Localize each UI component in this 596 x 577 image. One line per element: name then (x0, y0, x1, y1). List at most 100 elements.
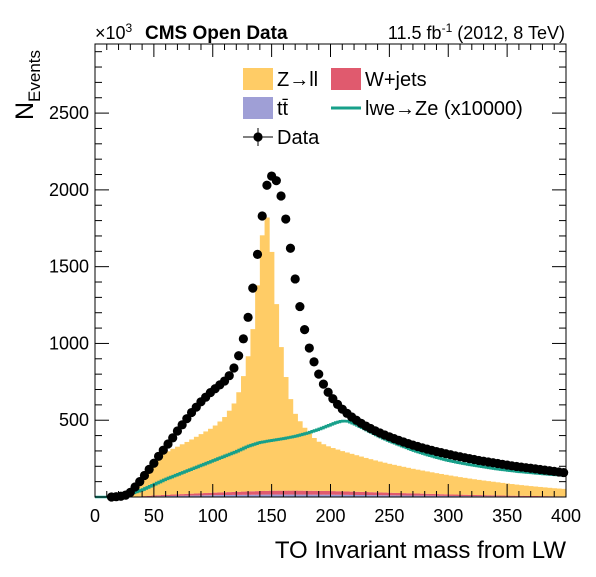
zll-bar (448, 476, 453, 495)
wjets-bar (495, 495, 500, 496)
data-point (239, 334, 248, 343)
x-tick-label: 350 (492, 506, 522, 526)
zll-bar (236, 392, 241, 492)
zll-bar (354, 455, 359, 492)
wjets-bar (166, 495, 171, 496)
y-tick-label: 1500 (49, 257, 89, 277)
wjets-bar (345, 491, 350, 494)
ttbar-legend-swatch (243, 97, 273, 119)
zll-bar (170, 449, 175, 495)
wjets-bar (170, 495, 175, 496)
zll-legend-swatch (243, 68, 273, 90)
wjets-bar (368, 492, 373, 495)
y-tick-label: 2000 (49, 180, 89, 200)
zll-bar (425, 471, 430, 493)
axis-scale-label: ×103 (95, 21, 133, 43)
x-tick-label: 50 (144, 506, 164, 526)
data-legend-swatch (253, 132, 262, 141)
data-point (243, 313, 252, 322)
wjets-bar (189, 494, 194, 496)
wjets-bar (425, 494, 430, 496)
wjets-bar (392, 493, 397, 496)
data-point (559, 468, 568, 477)
zll-bar (500, 483, 505, 496)
stack-histogram-group (109, 218, 566, 497)
wjets-bar (194, 493, 199, 495)
wjets-bar (429, 494, 434, 496)
x-tick-label: 0 (90, 506, 100, 526)
zll-bar (312, 438, 317, 491)
zll-bar (250, 329, 255, 491)
wjets-bar (147, 496, 152, 497)
zll-bar (227, 411, 232, 492)
wjets-bar (241, 492, 246, 495)
wjets-bar (486, 495, 491, 496)
wjets-bar (307, 491, 312, 495)
wjets-bar (283, 491, 288, 495)
zll-bar (382, 463, 387, 493)
data-point (319, 380, 328, 389)
zll-bar (175, 447, 180, 495)
zll-bar (302, 428, 307, 491)
zll-bar (396, 466, 401, 493)
data-legend-label: Data (277, 127, 320, 149)
data-point (291, 274, 300, 283)
zll-bar (283, 377, 288, 491)
wjets-bar (378, 492, 383, 495)
zll-bar (359, 457, 364, 492)
x-tick-label: 150 (257, 506, 287, 526)
zll-bar (509, 484, 514, 496)
signal-legend-label: lwe→Ze (x10000) (365, 98, 523, 120)
zll-bar (401, 467, 406, 493)
zll-bar (462, 478, 467, 495)
data-point (300, 325, 309, 334)
wjets-bar (354, 492, 359, 495)
zll-bar (542, 487, 547, 496)
wjets-bar (217, 492, 222, 495)
zll-bar (180, 444, 185, 494)
luminosity-label: 11.5 fb-1 (2012, 8 TeV) (388, 21, 565, 43)
wjets-bar (250, 491, 255, 494)
zll-bar (363, 458, 368, 492)
wjets-bar (274, 491, 279, 495)
zll-bar (161, 454, 166, 495)
wjets-bar (260, 491, 265, 495)
wjets-bar (477, 495, 482, 496)
wjets-bar (236, 492, 241, 495)
zll-bar (340, 451, 345, 491)
zll-bar (255, 285, 260, 491)
zll-bar (439, 474, 444, 494)
ttbar-legend-label: tt̄ (277, 98, 289, 120)
wjets-bar (203, 493, 208, 495)
zll-bar (557, 489, 562, 497)
zll-bar (533, 487, 538, 496)
wjets-bar (156, 495, 161, 496)
zll-bar (415, 470, 420, 494)
wjets-bar (519, 496, 524, 497)
wjets-bar (401, 493, 406, 495)
wjets-bar (312, 491, 317, 495)
x-tick-label: 250 (374, 506, 404, 526)
zll-bar (349, 454, 354, 492)
zll-bar (269, 252, 274, 491)
zll-bar (486, 481, 491, 495)
zll-bar (274, 304, 279, 491)
wjets-bar (533, 496, 538, 497)
y-tick-label: 2500 (49, 103, 89, 123)
data-point (305, 343, 314, 352)
zll-bar (279, 347, 284, 491)
zll-bar (316, 442, 321, 491)
data-point (286, 244, 295, 253)
x-tick-label: 400 (551, 506, 581, 526)
zll-bar (307, 433, 312, 490)
zll-bar (434, 473, 439, 494)
wjets-bar (331, 491, 336, 495)
wjets-legend-swatch (331, 68, 361, 90)
zll-bar (472, 479, 477, 495)
zll-bar (477, 480, 482, 495)
zll-bar (378, 462, 383, 493)
zll-bar (524, 486, 529, 496)
zll-bar (293, 414, 298, 491)
